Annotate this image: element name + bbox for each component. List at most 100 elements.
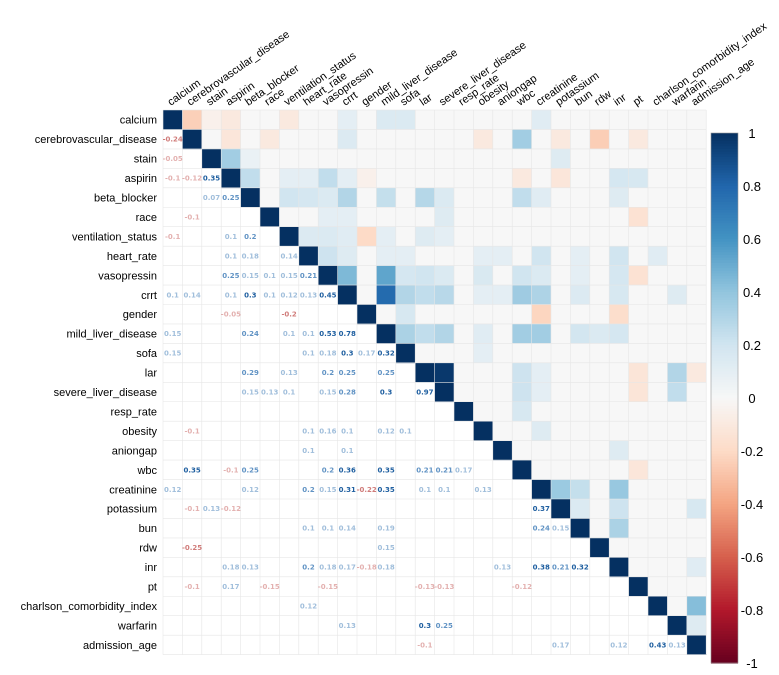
colorbar-segment	[711, 231, 738, 235]
heatmap-cell-resp_rate-resp_rate	[454, 401, 474, 422]
heatmap-cell-rdw-pt	[628, 537, 649, 558]
heatmap-cell-heart_rate-gender	[357, 246, 377, 266]
heatmap-value-vasopressin-aspirin: 0.25	[222, 272, 239, 280]
heatmap-cell-race-lar	[415, 207, 435, 227]
colorbar-segment	[711, 342, 738, 346]
column-label-inr: inr	[612, 91, 629, 108]
heatmap-cell-race-creatinine	[531, 207, 552, 227]
heatmap-cell-race-bun	[570, 207, 591, 227]
heatmap-cell-heart_rate-mild_liver_disease	[376, 246, 397, 266]
heatmap-cell-calcium-pt	[628, 110, 649, 130]
heatmap-cell-aspirin-admission_age	[686, 168, 707, 189]
heatmap-cell-ventilation_status-creatinine	[531, 226, 552, 247]
heatmap-value-race-cerebrovascular_disease: -0.1	[184, 213, 199, 221]
heatmap-value-heart_rate-aspirin: 0.1	[225, 252, 238, 260]
heatmap-cell-stain-lar	[415, 148, 435, 169]
heatmap-value-creatinine-beta_blocker: 0.12	[242, 486, 259, 494]
heatmap-cell-cerebrovascular_disease-crrt	[337, 129, 358, 150]
heatmap-cell-lar-pt	[628, 362, 649, 383]
heatmap-cell-mild_liver_disease-charlson_comorbidity_index	[648, 323, 668, 344]
heatmap-cell-vasopressin-vasopressin	[318, 265, 338, 286]
heatmap-cell-cerebrovascular_disease-severe_liver_disease	[434, 129, 455, 150]
heatmap-cell-lar-charlson_comorbidity_index	[648, 362, 668, 383]
heatmap-cell-heart_rate-creatinine	[531, 246, 552, 266]
colorbar-segment	[711, 557, 738, 561]
heatmap-cell-heart_rate-resp_rate	[454, 246, 474, 266]
heatmap-cell-beta_blocker-bun	[570, 187, 591, 208]
heatmap-cell-potassium-warfarin	[667, 499, 688, 519]
colorbar-segment	[711, 358, 738, 362]
heatmap-cell-sofa-sofa	[395, 343, 416, 364]
heatmap-cell-cerebrovascular_disease-warfarin	[667, 129, 688, 150]
colorbar-segment	[711, 334, 738, 338]
colorbar-segment	[711, 474, 738, 479]
heatmap-cell-race-heart_rate	[298, 207, 319, 227]
heatmap-cell-crrt-inr	[609, 285, 629, 305]
heatmap-cell-sofa-warfarin	[667, 343, 688, 364]
colorbar-segment	[711, 379, 738, 383]
heatmap-cell-stain-mild_liver_disease	[376, 148, 397, 169]
heatmap-cell-sofa-potassium	[551, 343, 571, 364]
colorbar-segment	[711, 236, 738, 240]
heatmap-cell-sofa-lar	[415, 343, 435, 364]
heatmap-value-cerebrovascular_disease-calcium: -0.24	[163, 136, 183, 144]
colorbar-segment	[711, 360, 738, 365]
heatmap-cell-race-crrt	[337, 207, 358, 227]
heatmap-cell-bun-admission_age	[686, 518, 707, 539]
heatmap-cells	[163, 110, 707, 655]
colorbar-segment	[711, 453, 738, 457]
heatmap-cell-rdw-rdw	[589, 537, 610, 558]
heatmap-cell-aspirin-warfarin	[667, 168, 688, 189]
heatmap-cell-calcium-creatinine	[531, 110, 552, 130]
heatmap-cell-obesity-creatinine	[531, 421, 552, 441]
heatmap-cell-aniongap-warfarin	[667, 440, 688, 461]
colorbar-segment	[711, 188, 738, 192]
heatmap-value-sofa-heart_rate: 0.1	[302, 350, 315, 358]
colorbar-segment	[711, 305, 738, 309]
colorbar-segment	[711, 591, 738, 595]
heatmap-cell-calcium-cerebrovascular_disease	[182, 110, 203, 130]
colorbar-segment	[711, 135, 738, 139]
heatmap-cell-mild_liver_disease-lar	[415, 323, 435, 344]
colorbar-tick-label: 0.4	[743, 285, 761, 300]
row-label-lar: lar	[145, 368, 158, 380]
heatmap-cell-crrt-creatinine	[531, 285, 552, 305]
heatmap-value-severe_liver_disease-mild_liver_disease: 0.3	[380, 389, 393, 397]
heatmap-cell-stain-creatinine	[531, 148, 552, 169]
heatmap-cell-resp_rate-charlson_comorbidity_index	[648, 401, 668, 422]
row-label-severe_liver_disease: severe_liver_disease	[54, 387, 157, 399]
colorbar-segment	[711, 223, 738, 227]
heatmap-cell-gender-bun	[570, 304, 591, 325]
heatmap-cell-vasopressin-obesity	[473, 265, 494, 286]
heatmap-cell-gender-severe_liver_disease	[434, 304, 455, 325]
colorbar-segment	[711, 201, 738, 206]
heatmap-cell-gender-inr	[609, 304, 629, 325]
heatmap-value-inr-crrt: 0.17	[339, 564, 356, 572]
heatmap-cell-race-inr	[609, 207, 629, 227]
colorbar-segment	[711, 167, 738, 171]
colorbar-segment	[711, 586, 738, 590]
heatmap-cell-cerebrovascular_disease-rdw	[589, 129, 610, 150]
heatmap-cell-creatinine-pt	[628, 479, 649, 500]
heatmap-cell-race-warfarin	[667, 207, 688, 227]
heatmap-value-crrt-heart_rate: 0.13	[300, 291, 317, 299]
heatmap-cell-obesity-wbc	[512, 421, 532, 441]
heatmap-cell-mild_liver_disease-creatinine	[531, 323, 552, 344]
heatmap-cell-potassium-bun	[570, 499, 591, 519]
colorbar-segment	[711, 186, 738, 190]
heatmap-cell-mild_liver_disease-rdw	[589, 323, 610, 344]
heatmap-value-admission_age-inr: 0.12	[610, 641, 627, 649]
heatmap-cell-severe_liver_disease-severe_liver_disease	[434, 382, 455, 403]
colorbar-segment	[711, 257, 738, 261]
heatmap-cell-race-race	[260, 207, 280, 227]
colorbar-segment	[711, 429, 738, 434]
heatmap-cell-potassium-pt	[628, 499, 649, 519]
colorbar-segment	[711, 191, 738, 195]
colorbar-segment	[711, 504, 738, 508]
heatmap-cell-lar-inr	[609, 362, 629, 383]
heatmap-cell-heart_rate-sofa	[395, 246, 416, 266]
heatmap-cell-aspirin-gender	[357, 168, 377, 189]
heatmap-value-admission_age-lar: -0.1	[417, 641, 432, 649]
heatmap-cell-lar-rdw	[589, 362, 610, 383]
